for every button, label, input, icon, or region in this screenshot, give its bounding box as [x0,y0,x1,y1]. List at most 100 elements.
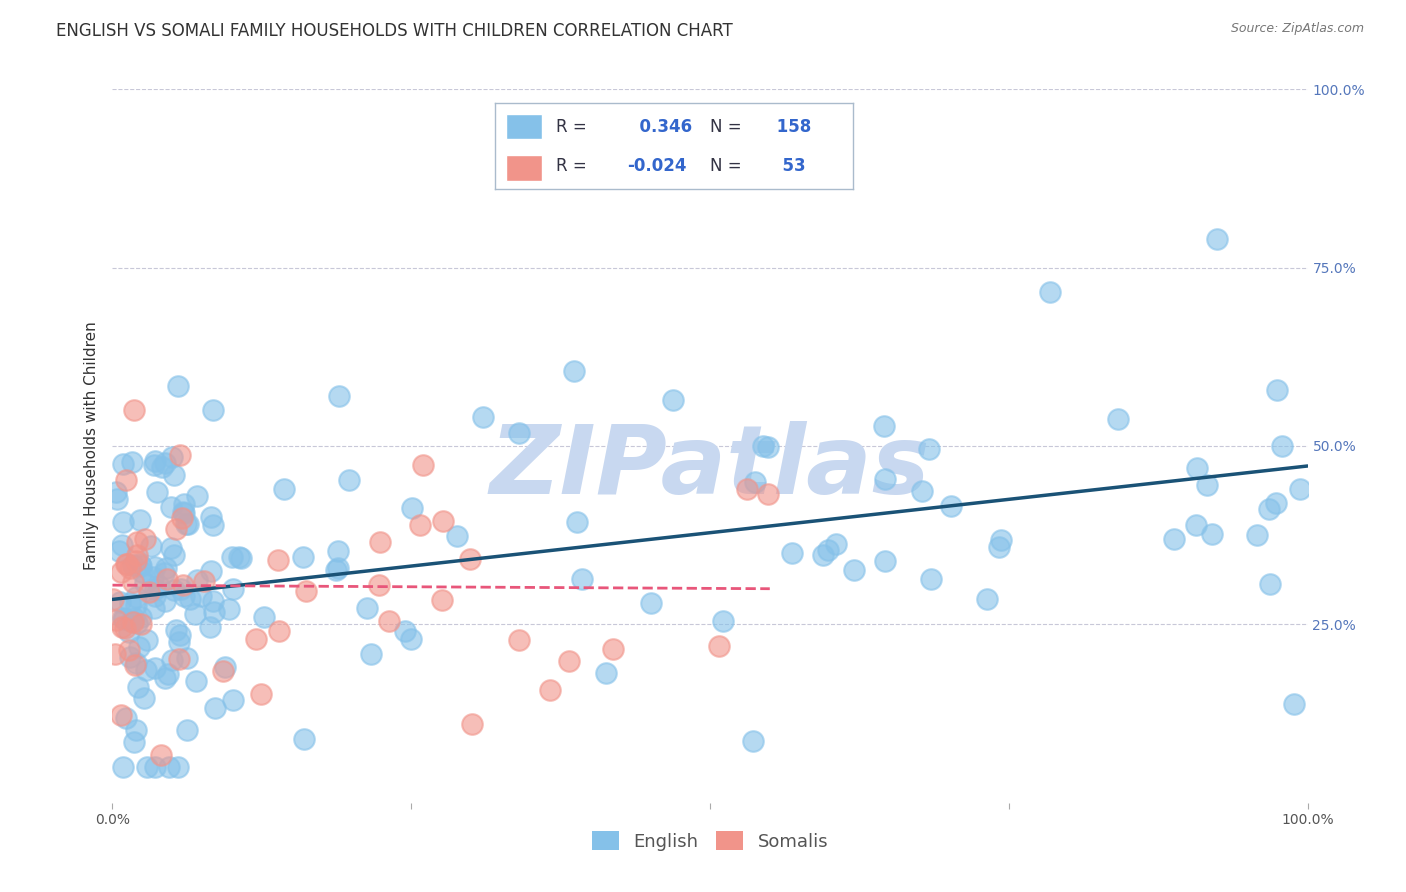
Point [295,584,318,599]
Point [412,458,434,472]
Point [124,598,146,612]
Point [129,557,152,571]
Point [122,735,145,749]
Point [152,566,174,581]
Point [138,585,160,599]
Point [394,624,416,638]
Point [150,459,173,474]
Point [136,633,159,648]
Point [432,593,454,607]
Point [325,562,347,576]
Point [218,602,240,616]
Point [103,592,125,607]
Point [565,516,588,530]
Point [222,693,245,707]
Point [378,614,401,628]
Point [1265,383,1288,397]
Point [202,605,225,619]
Point [201,594,224,608]
Point [245,632,267,646]
Point [780,546,803,560]
Point [873,419,896,434]
Point [461,716,484,731]
Point [163,548,186,562]
Point [1258,502,1281,516]
Point [735,482,758,496]
Point [817,543,839,558]
Point [111,760,134,774]
Point [401,500,423,515]
Point [120,614,142,628]
Point [356,600,378,615]
Point [122,558,145,573]
Point [108,544,131,558]
Point [134,575,156,590]
Point [118,650,141,665]
Point [156,573,179,587]
Point [825,537,848,551]
Point [267,624,290,638]
Point [155,561,177,575]
Point [143,760,166,774]
Point [143,661,166,675]
Point [120,596,142,610]
Point [186,573,208,587]
Point [131,565,153,579]
Point [143,560,166,574]
Point [114,558,136,572]
Point [143,582,166,596]
Point [125,656,148,670]
Point [742,734,765,748]
Point [229,551,252,566]
Point [122,615,145,630]
Point [918,442,941,457]
Point [160,450,183,464]
Point [115,474,138,488]
Point [115,557,138,571]
Point [165,623,187,637]
Point [212,664,235,678]
Point [409,518,432,533]
Point [253,609,276,624]
Point [124,657,146,672]
Point [204,700,226,714]
Point [873,554,896,568]
Point [558,654,581,668]
Point [122,575,145,590]
Point [121,455,143,469]
Point [1039,285,1062,299]
Point [173,497,195,511]
Point [114,621,136,635]
Point [508,425,530,440]
Point [173,589,195,603]
Point [132,690,155,705]
Point [118,561,141,575]
Text: ENGLISH VS SOMALI FAMILY HOUSEHOLDS WITH CHILDREN CORRELATION CHART: ENGLISH VS SOMALI FAMILY HOUSEHOLDS WITH… [56,22,733,40]
Point [200,564,222,578]
Point [176,650,198,665]
Point [110,708,132,723]
Point [149,747,172,762]
Point [169,448,191,462]
Point [228,549,250,564]
Point [273,483,295,497]
Point [167,635,190,649]
Point [111,538,134,552]
Point [711,614,734,628]
Point [292,549,315,564]
Point [222,582,245,596]
Point [184,674,207,689]
Point [990,533,1012,547]
Point [136,760,159,774]
Point [127,615,149,630]
Point [184,607,207,621]
Point [266,552,288,566]
Point [661,393,683,408]
Point [571,572,593,586]
Text: ZIPatlas: ZIPatlas [489,421,931,514]
Point [169,652,191,666]
Point [124,591,146,605]
Point [143,454,166,468]
Point [157,760,180,774]
Point [114,612,136,626]
